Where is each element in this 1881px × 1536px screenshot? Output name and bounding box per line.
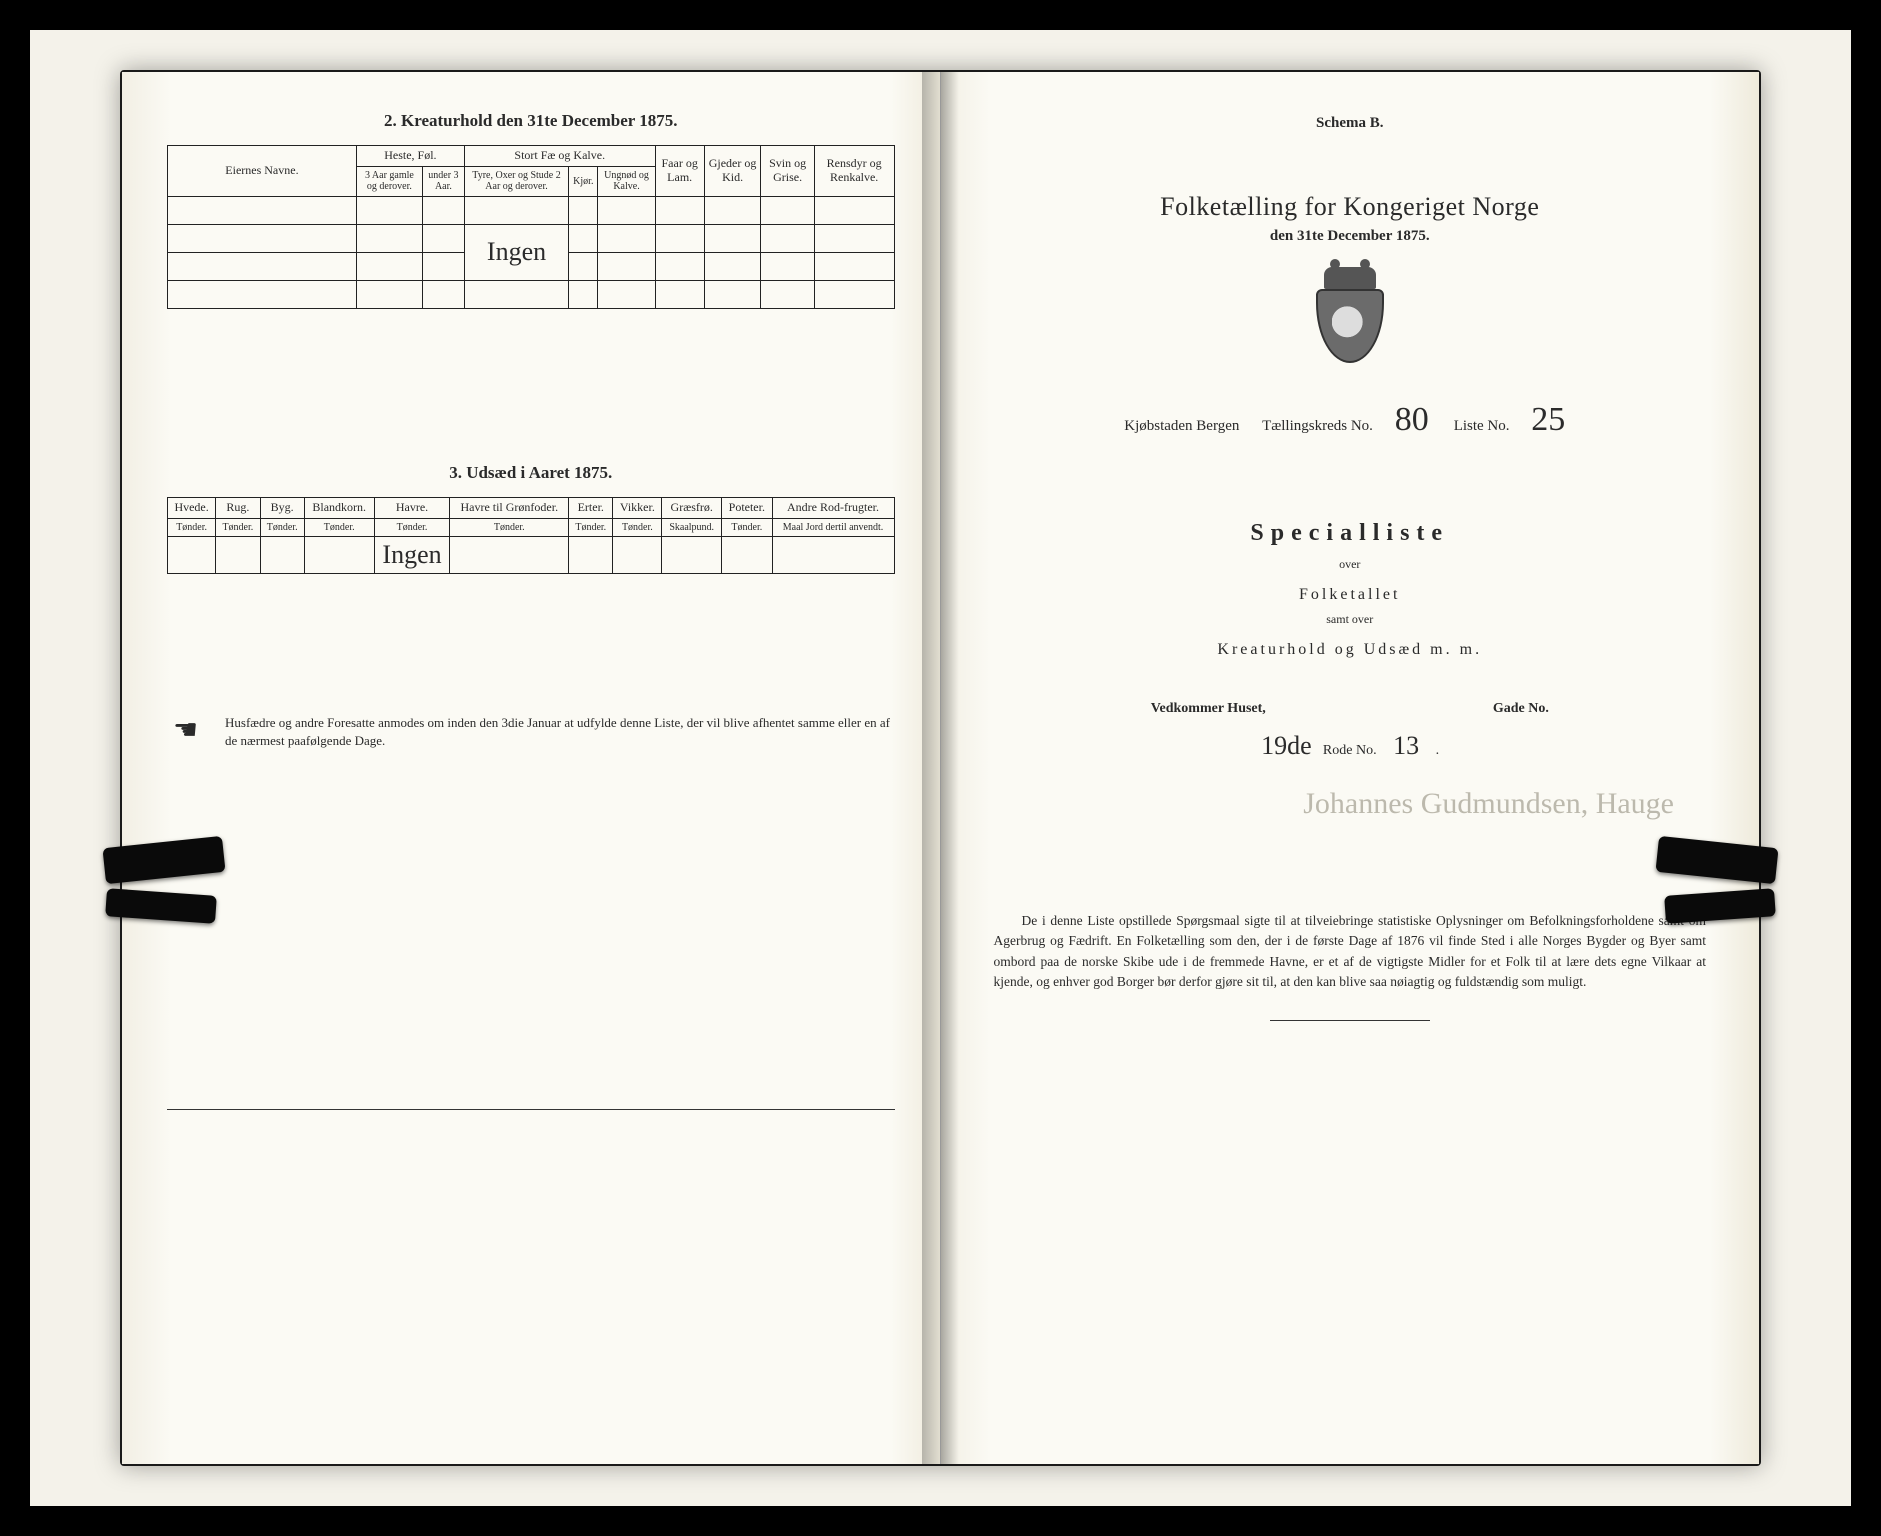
instructions-paragraph: De i denne Liste opstillede Spørgsmaal s… (986, 911, 1715, 992)
c1: Hvede. (168, 497, 216, 518)
table-row (168, 280, 357, 308)
spec-over: over (986, 557, 1715, 572)
vedk-label: Vedkommer Huset, (1151, 701, 1266, 716)
table3-entry: Ingen (374, 537, 450, 574)
c9b: Skaalpund. (662, 518, 722, 537)
col-reindeer: Rensdyr og Renkalve. (814, 146, 894, 197)
c11b: Maal Jord dertil anvendt. (772, 518, 894, 537)
table-row (168, 537, 216, 574)
table-row (168, 196, 357, 224)
c5b: Tønder. (374, 518, 450, 537)
c8: Vikker. (613, 497, 662, 518)
col-cattle-c: Ungnød og Kalve. (598, 166, 655, 196)
right-page: Schema B. Folketælling for Kongeriget No… (941, 72, 1760, 1464)
gutter-shadow-right (941, 72, 959, 1464)
col-pig: Svin og Grise. (761, 146, 814, 197)
rode-label: Rode No. (1323, 743, 1377, 758)
c9: Græsfrø. (662, 497, 722, 518)
kreds-value: 80 (1385, 401, 1439, 440)
col-goat: Gjeder og Kid. (704, 146, 761, 197)
col-owner: Eiernes Navne. (168, 146, 357, 197)
c1b: Tønder. (168, 518, 216, 537)
col-sheep: Faar og Lam. (655, 146, 704, 197)
bottom-rule-right (1270, 1020, 1430, 1021)
scan-background: 2. Kreaturhold den 31te December 1875. E… (30, 30, 1851, 1506)
census-date: den 31te December 1875. (986, 228, 1715, 245)
schema-label: Schema B. (986, 115, 1715, 132)
open-book: 2. Kreaturhold den 31te December 1875. E… (120, 70, 1761, 1466)
rode-value: 13 (1380, 731, 1432, 761)
c5: Havre. (374, 497, 450, 518)
c6: Havre til Grønfoder. (450, 497, 569, 518)
footnote-text: Husfædre og andre Foresatte anmodes om i… (167, 714, 895, 749)
spec-samt: samt over (986, 612, 1715, 627)
c4: Blandkorn. (304, 497, 374, 518)
c2: Rug. (216, 497, 260, 518)
section-2-title: 2. Kreaturhold den 31te December 1875. (167, 111, 895, 131)
c10: Poteter. (722, 497, 772, 518)
house-value: 19de (1260, 731, 1312, 761)
liste-value: 25 (1521, 401, 1575, 440)
colgroup-cattle: Stort Fæ og Kalve. (464, 146, 655, 167)
gutter-shadow-left (922, 72, 940, 1464)
gade-label: Gade No. (1493, 701, 1549, 716)
c8b: Tønder. (613, 518, 662, 537)
district-line: Kjøbstaden Bergen Tællingskreds No. 80 L… (986, 401, 1715, 440)
bottom-rule-left (167, 1109, 895, 1110)
coat-of-arms-icon (1309, 267, 1391, 367)
section-3-title: 3. Udsæd i Aaret 1875. (167, 463, 895, 483)
table2-entry: Ingen (464, 224, 568, 280)
c7: Erter. (569, 497, 613, 518)
col-cattle-a: Tyre, Oxer og Stude 2 Aar og derover. (464, 166, 568, 196)
c3b: Tønder. (260, 518, 304, 537)
kreds-label: Tællingskreds No. (1262, 418, 1373, 434)
c4b: Tønder. (304, 518, 374, 537)
rode-row: 19de Rode No. 13 . (986, 731, 1715, 761)
spec-kreatur: Kreaturhold og Udsæd m. m. (986, 641, 1715, 659)
census-title: Folketælling for Kongeriget Norge (986, 192, 1715, 222)
c7b: Tønder. (569, 518, 613, 537)
col-horse-b: under 3 Aar. (422, 166, 464, 196)
table-kreaturhold: Eiernes Navne. Heste, Føl. Stort Fæ og K… (167, 145, 895, 309)
table-row (168, 224, 357, 252)
c2b: Tønder. (216, 518, 260, 537)
c3: Byg. (260, 497, 304, 518)
specialliste-title: Specialliste (986, 520, 1715, 547)
table-row (168, 252, 357, 280)
c10b: Tønder. (722, 518, 772, 537)
c6b: Tønder. (450, 518, 569, 537)
colgroup-horse: Heste, Føl. (356, 146, 464, 167)
left-page: 2. Kreaturhold den 31te December 1875. E… (122, 72, 941, 1464)
liste-label: Liste No. (1454, 418, 1510, 434)
col-horse-a: 3 Aar gamle og derover. (356, 166, 422, 196)
vedkommer-row: Vedkommer Huset, Gade No. (986, 701, 1715, 717)
city-label: Kjøbstaden Bergen (1124, 418, 1239, 434)
signature: Johannes Gudmundsen, Hauge (986, 787, 1715, 821)
col-cattle-b: Kjør. (569, 166, 598, 196)
spec-folketallet: Folketallet (986, 586, 1715, 604)
table-udsaed: Hvede. Rug. Byg. Blandkorn. Havre. Havre… (167, 497, 895, 574)
c11: Andre Rod-frugter. (772, 497, 894, 518)
